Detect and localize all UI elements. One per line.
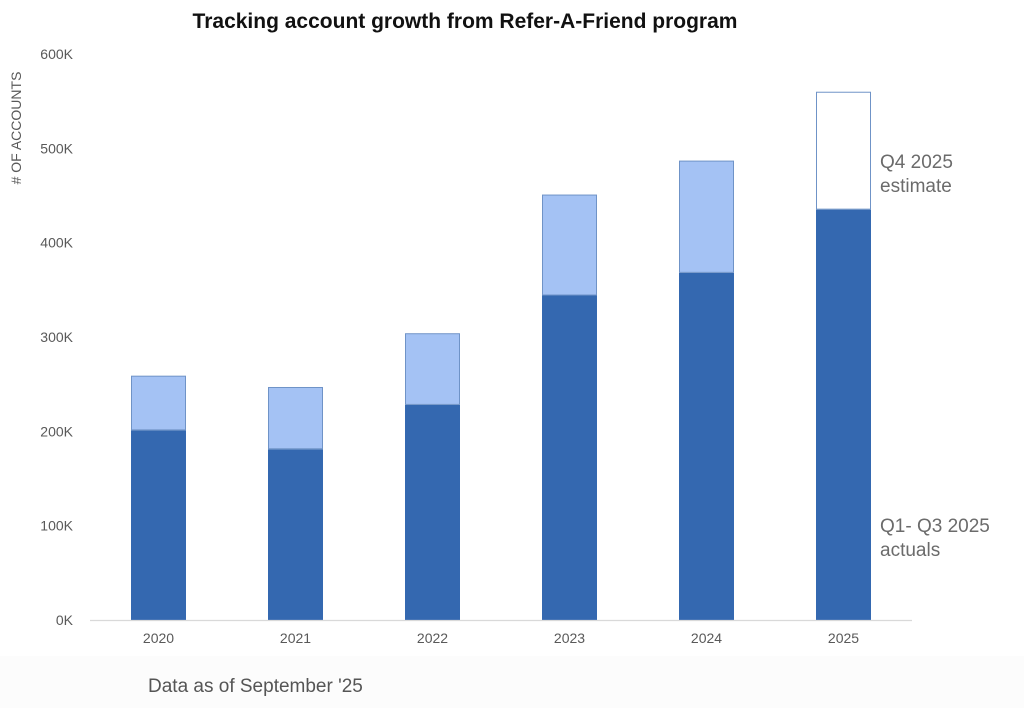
x-tick-label: 2024 bbox=[691, 630, 722, 646]
footer-band bbox=[0, 656, 1024, 708]
annotation-q1-q3-actuals: actuals bbox=[880, 540, 940, 561]
bar-base-2021 bbox=[268, 449, 323, 620]
bar-base-2025 bbox=[816, 209, 871, 620]
y-tick-label: 100K bbox=[40, 518, 73, 534]
annotation-q1-q3-actuals: Q1- Q3 2025 bbox=[880, 516, 990, 537]
x-tick-label: 2020 bbox=[143, 630, 174, 646]
bar-top-2020 bbox=[131, 375, 186, 431]
x-ticks-group: 2020 2021 2022 2023 2024 2025 bbox=[90, 619, 912, 646]
bar-base-2024 bbox=[679, 272, 734, 620]
x-tick-label: 2025 bbox=[828, 630, 859, 646]
x-tick-label: 2023 bbox=[554, 630, 585, 646]
y-tick-label: 0K bbox=[56, 612, 74, 628]
x-tick-label: 2022 bbox=[417, 630, 448, 646]
y-ticks-group: 0K 100K 200K 300K 400K 500K 600K bbox=[40, 46, 73, 628]
bar-top-2025 bbox=[816, 91, 871, 210]
y-tick-label: 300K bbox=[40, 329, 73, 345]
y-tick-label: 200K bbox=[40, 423, 73, 439]
bar-top-2024 bbox=[679, 160, 734, 273]
y-tick-label: 400K bbox=[40, 235, 73, 251]
y-tick-label: 500K bbox=[40, 140, 73, 156]
bar-base-2022 bbox=[405, 404, 460, 620]
y-tick-label: 600K bbox=[40, 46, 73, 62]
footnote: Data as of September '25 bbox=[148, 676, 363, 697]
bar-top-2023 bbox=[542, 194, 597, 296]
y-axis-label-group: # OF ACCOUNTS bbox=[8, 72, 24, 185]
bar-base-2020 bbox=[131, 430, 186, 620]
bar-top-2021 bbox=[268, 386, 323, 450]
annotation-q4-estimate: Q4 2025 bbox=[880, 152, 953, 173]
bars-group bbox=[131, 91, 871, 620]
bar-base-2023 bbox=[542, 295, 597, 620]
annotations-group: Q4 2025 estimate Q1- Q3 2025 actuals bbox=[880, 152, 990, 561]
y-axis-label: # OF ACCOUNTS bbox=[8, 72, 24, 185]
annotation-q4-estimate: estimate bbox=[880, 176, 952, 197]
x-tick-label: 2021 bbox=[280, 630, 311, 646]
chart-title: Tracking account growth from Refer-A-Fri… bbox=[192, 10, 738, 33]
bar-top-2022 bbox=[405, 333, 460, 405]
